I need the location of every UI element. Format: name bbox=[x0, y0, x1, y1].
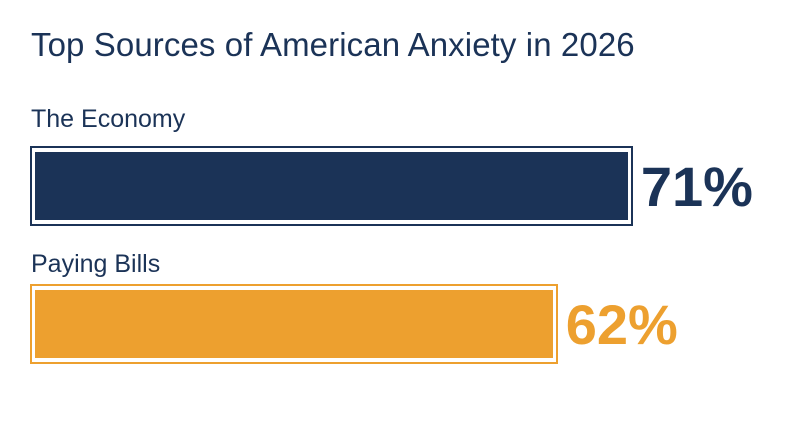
bar-label-the-economy: The Economy bbox=[31, 105, 186, 133]
bar-label-paying-bills: Paying Bills bbox=[31, 250, 161, 278]
bar-frame-the-economy bbox=[30, 146, 633, 226]
data-label-the-economy: 71% bbox=[640, 155, 753, 218]
bar-the-economy bbox=[35, 152, 628, 220]
data-label-paying-bills: 62% bbox=[565, 293, 678, 356]
bar-paying-bills bbox=[35, 290, 553, 358]
chart-title: Top Sources of American Anxiety in 2026 bbox=[31, 26, 635, 63]
bar-frame-paying-bills bbox=[30, 284, 558, 364]
